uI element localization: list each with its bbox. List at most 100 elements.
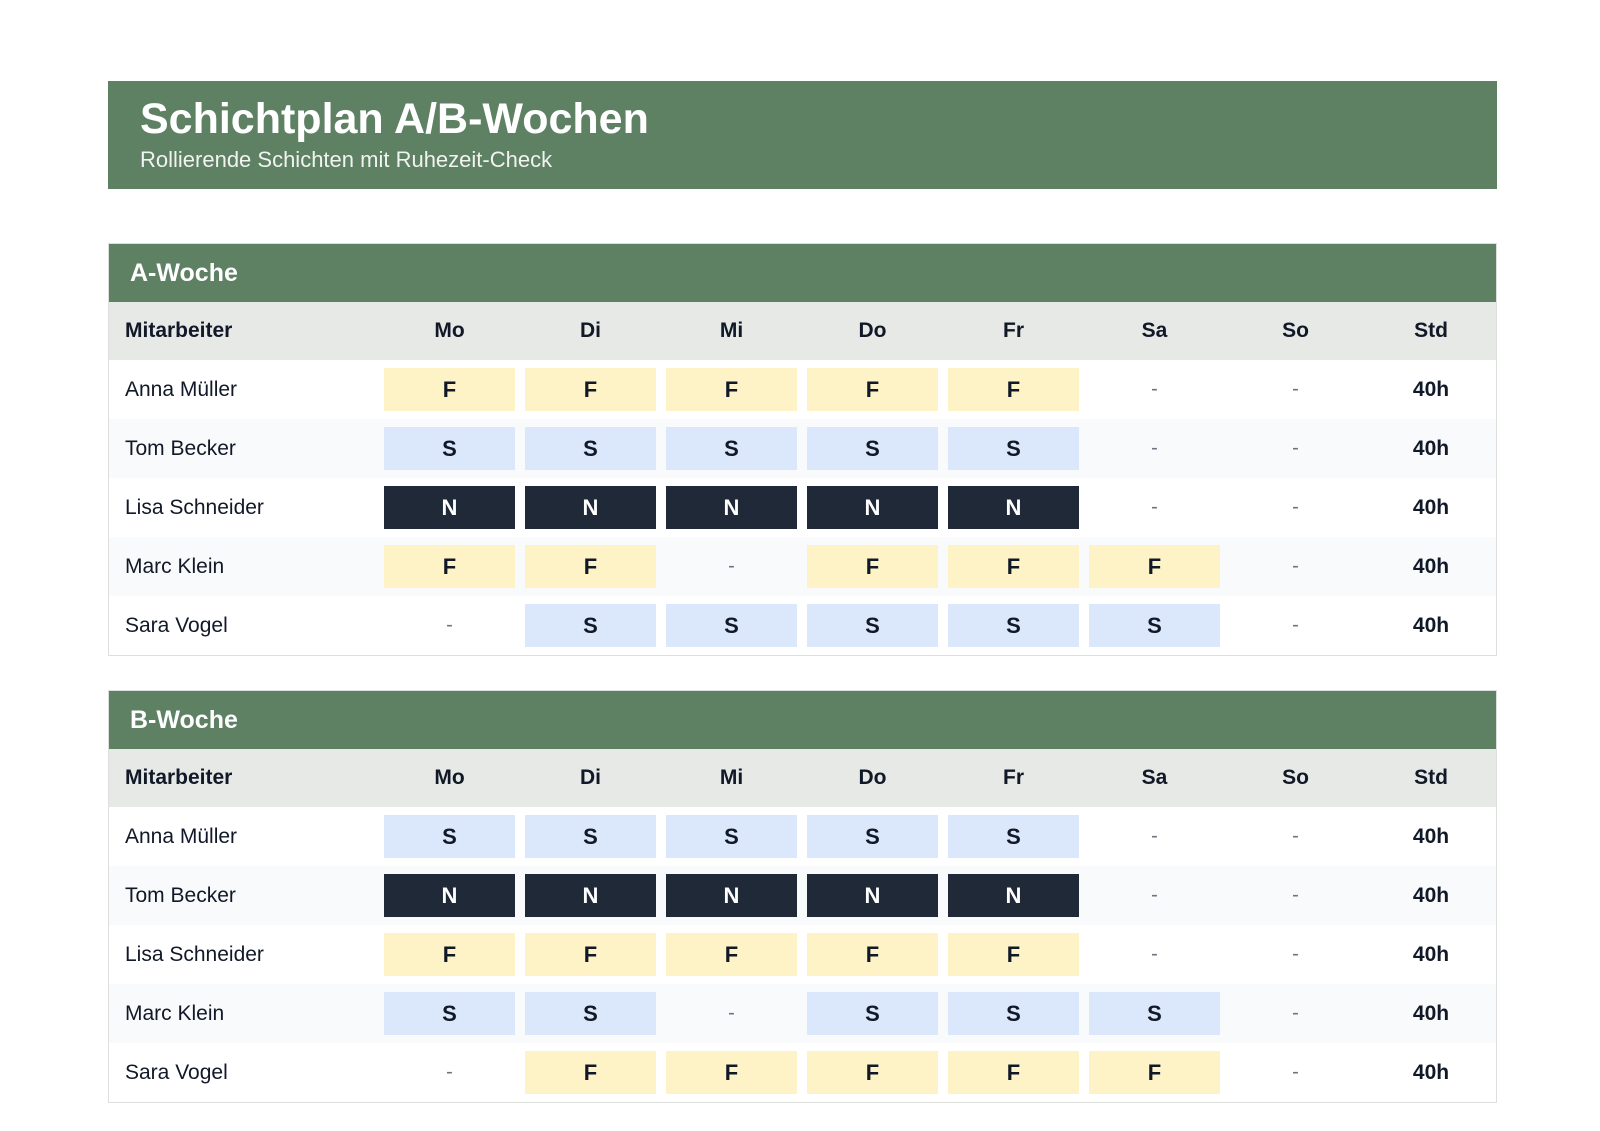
shift-cell: S [379, 807, 520, 866]
shift-cell: S [661, 807, 802, 866]
shift-badge: F [1089, 1051, 1220, 1094]
column-header-day: Mi [719, 766, 744, 789]
shift-off: - [1151, 884, 1158, 906]
shift-off: - [1292, 614, 1299, 636]
shift-badge: F [1089, 545, 1220, 588]
shift-cell: S [520, 984, 661, 1043]
shift-off: - [1292, 884, 1299, 906]
shift-cell: S [661, 419, 802, 478]
column-header-day: Di [580, 766, 601, 789]
shift-badge: S [666, 604, 797, 647]
table-row: Tom Becker N N N N N - -40h [109, 866, 1496, 925]
hours-value: 40h [1412, 1060, 1450, 1084]
column-header-day: Mi [719, 319, 744, 342]
shift-cell: - [1084, 866, 1225, 925]
shift-off: - [1292, 437, 1299, 459]
table-row: Tom Becker S S S S S - -40h [109, 419, 1496, 478]
week-section: B-Woche Mitarbeiter Mo Di Mi Do Fr Sa So Std Anna … [108, 690, 1497, 1103]
employee-name: Sara Vogel [125, 1060, 228, 1084]
shift-cell: N [379, 478, 520, 537]
shift-badge: S [807, 992, 938, 1035]
shift-cell: - [661, 984, 802, 1043]
shift-cell: - [1225, 478, 1366, 537]
shift-badge: F [807, 368, 938, 411]
shift-badge: N [666, 486, 797, 529]
hours-value: 40h [1412, 824, 1450, 848]
shift-cell: F [661, 360, 802, 419]
shift-badge: S [1089, 992, 1220, 1035]
shift-badge: F [525, 545, 656, 588]
shift-cell: N [661, 478, 802, 537]
shift-cell: S [943, 419, 1084, 478]
shift-badge: S [666, 427, 797, 470]
shift-badge: F [807, 933, 938, 976]
shift-cell: F [943, 925, 1084, 984]
table-row: Anna Müller S S S S S - -40h [109, 807, 1496, 866]
column-header-day: Do [858, 766, 887, 789]
shift-cell: - [1084, 419, 1225, 478]
shift-cell: F [379, 360, 520, 419]
week-title: B-Woche [109, 691, 1496, 749]
week-section: A-Woche Mitarbeiter Mo Di Mi Do Fr Sa So Std Anna … [108, 243, 1497, 656]
shift-off: - [1151, 943, 1158, 965]
shift-cell: F [520, 1043, 661, 1102]
shift-badge: F [666, 933, 797, 976]
column-header-day: So [1282, 319, 1309, 342]
shift-cell: - [1225, 537, 1366, 596]
shift-cell: S [520, 807, 661, 866]
employee-name: Lisa Schneider [125, 942, 264, 966]
shift-badge: S [384, 815, 515, 858]
shift-table: Mitarbeiter Mo Di Mi Do Fr Sa So Std Anna Müller S… [109, 749, 1496, 1102]
shift-badge: N [525, 874, 656, 917]
table-row: Lisa Schneider F F F F F - -40h [109, 925, 1496, 984]
shift-cell: F [802, 360, 943, 419]
employee-name: Lisa Schneider [125, 495, 264, 519]
shift-cell: N [661, 866, 802, 925]
shift-cell: F [943, 537, 1084, 596]
column-header-day: Di [580, 319, 601, 342]
shift-badge: N [525, 486, 656, 529]
shift-off: - [1292, 496, 1299, 518]
employee-name: Tom Becker [125, 436, 236, 460]
shift-off: - [446, 1061, 453, 1083]
column-header-day: Sa [1141, 766, 1168, 789]
shift-cell: F [802, 537, 943, 596]
column-header-day: Do [858, 319, 887, 342]
hours-value: 40h [1412, 436, 1450, 460]
shift-off: - [446, 614, 453, 636]
shift-badge: N [384, 874, 515, 917]
shift-cell: - [1225, 1043, 1366, 1102]
shift-badge: S [948, 604, 1079, 647]
shift-off: - [1292, 378, 1299, 400]
shift-badge: F [525, 1051, 656, 1094]
shift-cell: S [943, 807, 1084, 866]
shift-off: - [1151, 496, 1158, 518]
shift-badge: S [525, 427, 656, 470]
shift-cell: N [520, 866, 661, 925]
shift-badge: F [666, 368, 797, 411]
shift-cell: F [661, 925, 802, 984]
shift-off: - [728, 555, 735, 577]
shift-off: - [728, 1002, 735, 1024]
shift-cell: S [379, 419, 520, 478]
shift-cell: - [1084, 360, 1225, 419]
shift-badge: N [384, 486, 515, 529]
week-title: A-Woche [109, 244, 1496, 302]
table-row: Marc Klein F F - F F F -40h [109, 537, 1496, 596]
shift-cell: N [943, 866, 1084, 925]
shift-off: - [1292, 943, 1299, 965]
shift-cell: S [661, 596, 802, 655]
shift-badge: N [666, 874, 797, 917]
shift-cell: - [661, 537, 802, 596]
shift-badge: F [666, 1051, 797, 1094]
shift-badge: N [807, 874, 938, 917]
shift-cell: N [379, 866, 520, 925]
hours-value: 40h [1412, 377, 1450, 401]
column-header-employee: Mitarbeiter [125, 319, 233, 342]
column-header-day: So [1282, 766, 1309, 789]
shift-cell: S [802, 807, 943, 866]
shift-badge: F [948, 545, 1079, 588]
table-row: Sara Vogel - S S S S S -40h [109, 596, 1496, 655]
shift-cell: F [661, 1043, 802, 1102]
shift-cell: - [1084, 478, 1225, 537]
